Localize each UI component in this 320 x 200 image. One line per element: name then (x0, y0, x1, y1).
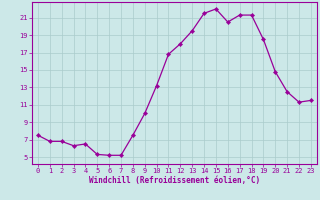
X-axis label: Windchill (Refroidissement éolien,°C): Windchill (Refroidissement éolien,°C) (89, 176, 260, 185)
